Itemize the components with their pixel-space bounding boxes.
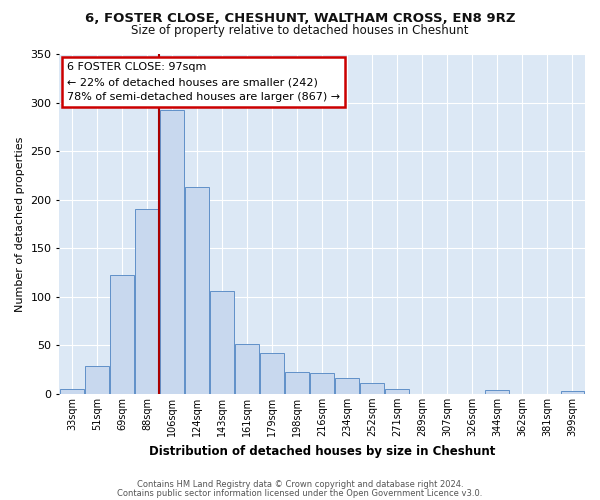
Bar bbox=[60, 389, 84, 394]
Text: 6, FOSTER CLOSE, CHESHUNT, WALTHAM CROSS, EN8 9RZ: 6, FOSTER CLOSE, CHESHUNT, WALTHAM CROSS… bbox=[85, 12, 515, 26]
Bar bbox=[361, 383, 384, 394]
Bar bbox=[110, 276, 134, 394]
Text: Contains public sector information licensed under the Open Government Licence v3: Contains public sector information licen… bbox=[118, 488, 482, 498]
Bar bbox=[185, 187, 209, 394]
Bar bbox=[335, 378, 359, 394]
Bar bbox=[210, 291, 234, 394]
Bar bbox=[485, 390, 509, 394]
Text: Size of property relative to detached houses in Cheshunt: Size of property relative to detached ho… bbox=[131, 24, 469, 37]
Bar bbox=[85, 366, 109, 394]
Bar bbox=[135, 210, 159, 394]
Bar bbox=[235, 344, 259, 394]
Text: 6 FOSTER CLOSE: 97sqm
← 22% of detached houses are smaller (242)
78% of semi-det: 6 FOSTER CLOSE: 97sqm ← 22% of detached … bbox=[67, 62, 340, 102]
X-axis label: Distribution of detached houses by size in Cheshunt: Distribution of detached houses by size … bbox=[149, 444, 496, 458]
Bar bbox=[160, 110, 184, 394]
Y-axis label: Number of detached properties: Number of detached properties bbox=[15, 136, 25, 312]
Bar bbox=[285, 372, 309, 394]
Bar bbox=[385, 389, 409, 394]
Bar bbox=[260, 353, 284, 394]
Bar bbox=[310, 372, 334, 394]
Bar bbox=[560, 391, 584, 394]
Text: Contains HM Land Registry data © Crown copyright and database right 2024.: Contains HM Land Registry data © Crown c… bbox=[137, 480, 463, 489]
